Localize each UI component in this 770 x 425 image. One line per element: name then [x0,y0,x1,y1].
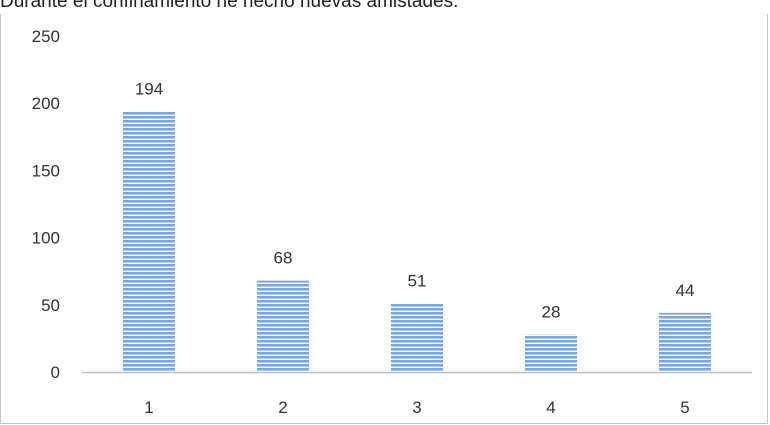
x-tick-label: 5 [680,398,689,417]
x-tick-label: 3 [412,398,421,417]
data-label: 51 [408,271,427,290]
x-tick-label: 1 [144,398,153,417]
bars [123,111,711,372]
data-label: 194 [135,79,163,98]
y-axis-ticks: 0 50 100 150 200 250 [32,27,60,382]
bar [659,312,711,372]
y-tick-label: 0 [51,363,60,382]
data-labels: 194 68 51 28 44 [135,79,695,321]
y-tick-label: 150 [32,161,60,180]
x-axis-ticks: 1 2 3 4 5 [144,398,689,417]
bar [525,334,577,372]
bar [391,303,443,372]
bar [123,111,175,372]
data-label: 44 [676,281,695,300]
x-tick-label: 4 [546,398,555,417]
x-tick-label: 2 [278,398,287,417]
data-label: 68 [274,249,293,268]
chart-frame [0,14,768,424]
y-tick-label: 100 [32,229,60,248]
y-tick-label: 250 [32,27,60,46]
y-tick-label: 200 [32,94,60,113]
bar [257,280,309,372]
data-label: 28 [542,302,561,321]
y-tick-label: 50 [41,296,60,315]
chart-title: Durante el confinamiento he hecho nuevas… [0,0,459,12]
